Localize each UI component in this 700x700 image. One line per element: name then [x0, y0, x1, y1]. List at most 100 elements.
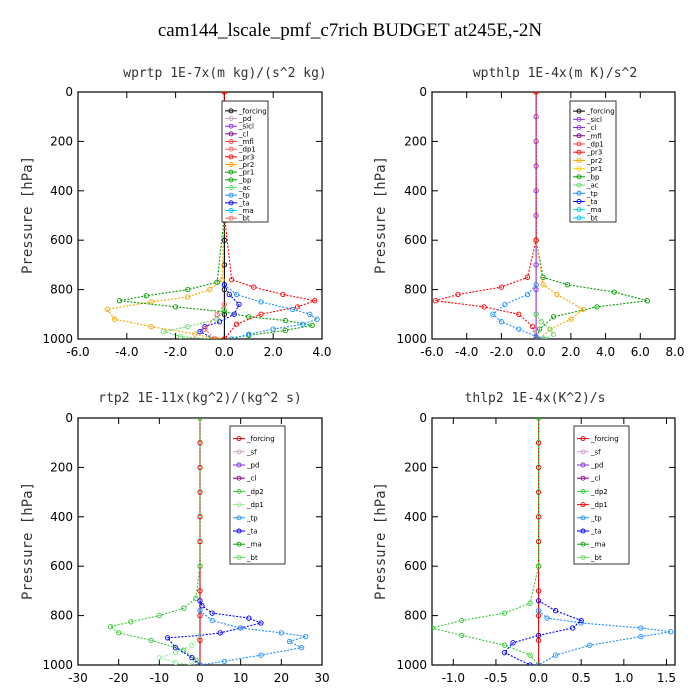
data-point	[481, 304, 487, 310]
data-point	[217, 630, 223, 636]
data-point	[221, 282, 228, 288]
legend-box	[229, 425, 286, 565]
x-tick-label: -1.0	[442, 671, 465, 685]
legend-marker	[228, 116, 234, 121]
legend-entry: _mfl	[586, 132, 602, 140]
data-point	[226, 291, 232, 298]
legend-entry: _dp1	[590, 501, 608, 509]
data-point	[490, 311, 496, 317]
legend-entry: _sf	[590, 448, 601, 456]
data-point	[219, 277, 225, 283]
data-point	[290, 306, 296, 313]
legend-entry: _cl	[586, 124, 596, 132]
data-point	[233, 321, 240, 327]
data-point	[236, 301, 242, 308]
data-point	[156, 654, 162, 661]
y-tick-label: 0	[419, 411, 427, 425]
y-axis-label: Pressure [hPa]	[373, 482, 389, 600]
data-point	[185, 286, 191, 293]
series-line-pr2	[535, 92, 584, 339]
legend-entry: _ac	[586, 182, 599, 190]
data-point	[455, 291, 461, 298]
legend-entry: _pd	[246, 462, 259, 470]
data-point	[524, 291, 531, 298]
data-point	[214, 311, 220, 317]
data-point	[542, 336, 548, 339]
legend-marker	[576, 207, 582, 213]
x-tick-label: -4.0	[455, 345, 478, 359]
series-line-ac	[535, 313, 555, 339]
legend-marker	[236, 436, 242, 442]
legend-box	[573, 425, 630, 565]
legend-marker	[236, 488, 242, 494]
x-tick-label: -0.5	[484, 671, 507, 685]
data-point	[221, 306, 228, 313]
legend-marker	[576, 199, 582, 204]
series-line-ta	[503, 600, 583, 665]
legend-entry: _bp	[238, 176, 252, 184]
data-point	[199, 603, 205, 609]
data-point	[552, 608, 559, 614]
data-point	[459, 632, 465, 639]
data-point	[294, 304, 301, 310]
data-point	[580, 306, 586, 313]
legend-entry: _bt	[590, 554, 602, 562]
legend-entry: _ta	[246, 528, 258, 536]
x-tick-label: 0.5	[572, 671, 591, 685]
legend-marker	[228, 108, 234, 114]
series-line-dp2	[432, 418, 540, 665]
data-point	[530, 323, 536, 330]
legend-marker	[228, 185, 234, 190]
legend-entry: _forcing	[238, 107, 267, 115]
legend-marker	[580, 502, 586, 508]
data-point	[314, 316, 320, 322]
series-group	[432, 92, 650, 339]
data-point	[299, 645, 305, 651]
legend-entry: _pr2	[586, 157, 602, 165]
data-point	[459, 617, 465, 624]
legend-entry: _ma	[246, 541, 262, 549]
legend-marker	[576, 133, 582, 139]
data-point	[177, 333, 184, 339]
data-point	[246, 314, 252, 320]
legend-entry: _pr2	[238, 161, 254, 169]
legend-entry: _ma	[590, 541, 606, 549]
y-tick-label: 200	[50, 134, 73, 148]
x-tick-label: 0.0	[529, 671, 548, 685]
data-point	[540, 282, 546, 288]
legend-marker	[228, 123, 234, 129]
y-tick-label: 600	[50, 233, 73, 247]
y-tick-label: 400	[50, 184, 73, 198]
data-point	[148, 323, 154, 330]
panel-4: thlp2 1E-4x(K^2)/s Pressure [hPa] -1.0 -0.5…	[373, 391, 676, 685]
y-tick-label: 1000	[396, 332, 427, 346]
legend-entry: _forcing	[586, 108, 615, 116]
x-tick-label: -6.0	[66, 345, 89, 359]
legend-marker	[228, 131, 234, 137]
data-point	[207, 286, 213, 293]
data-point	[111, 316, 118, 322]
legend-marker	[580, 462, 586, 468]
data-point	[189, 654, 195, 661]
series-line-dp1	[204, 304, 225, 339]
data-point	[432, 298, 439, 304]
data-point	[214, 336, 220, 339]
data-point	[498, 319, 505, 325]
data-point	[312, 298, 318, 304]
data-point	[535, 598, 542, 604]
data-point	[587, 642, 593, 648]
legend-marker	[228, 200, 234, 206]
series-line-ta	[166, 600, 263, 665]
data-point	[544, 615, 550, 621]
x-tick-label: 10	[233, 671, 248, 685]
data-point	[578, 617, 584, 624]
data-point	[258, 299, 264, 305]
data-point	[536, 326, 543, 332]
y-tick-label: 800	[50, 283, 73, 297]
x-tick-label: 1.5	[657, 671, 676, 685]
legend-entry: _bt	[246, 554, 258, 562]
legend-marker	[576, 174, 582, 180]
y-tick-label: 400	[50, 510, 73, 524]
data-point	[172, 659, 179, 665]
